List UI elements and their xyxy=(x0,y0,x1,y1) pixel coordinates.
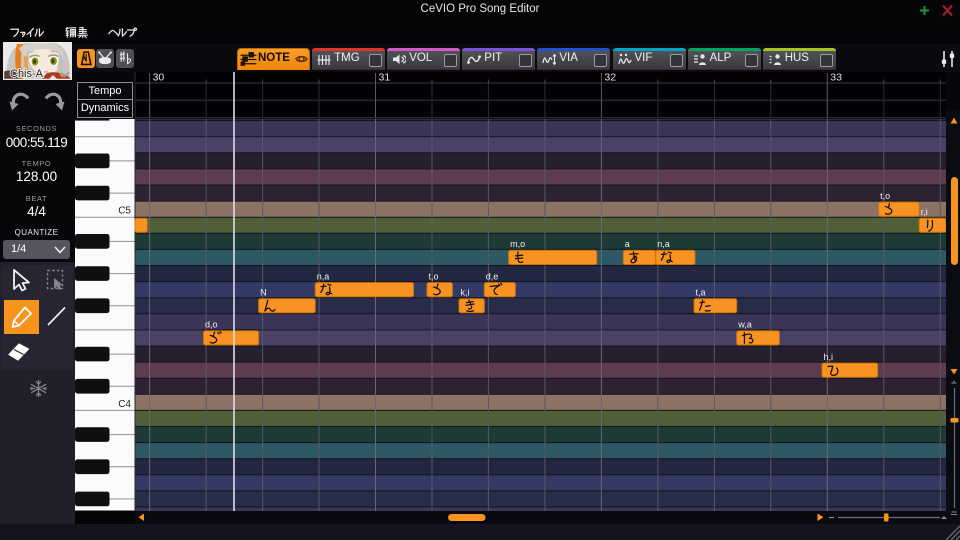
svg-text:31: 31 xyxy=(379,72,391,84)
svg-text:32: 32 xyxy=(604,72,616,84)
svg-text:Chis-A: Chis-A xyxy=(10,68,44,80)
svg-text:w,a: w,a xyxy=(737,320,752,330)
svg-text:t,o: t,o xyxy=(880,191,890,201)
svg-text:t,a: t,a xyxy=(696,288,706,298)
svg-text:N: N xyxy=(260,288,267,298)
svg-text:C4: C4 xyxy=(118,399,131,410)
svg-text:n,a: n,a xyxy=(317,271,330,281)
svg-text:C5: C5 xyxy=(118,206,131,217)
svg-text:h,i: h,i xyxy=(824,352,834,362)
svg-text:n,a: n,a xyxy=(657,239,670,249)
svg-text:33: 33 xyxy=(830,72,842,84)
svg-text:d,o: d,o xyxy=(205,320,218,330)
svg-text:t,o: t,o xyxy=(429,271,439,281)
svg-text:30: 30 xyxy=(153,72,165,84)
svg-text:k,i: k,i xyxy=(461,288,470,298)
svg-text:m,o: m,o xyxy=(510,239,525,249)
svg-text:d,e: d,e xyxy=(486,271,499,281)
svg-text:a: a xyxy=(625,239,630,249)
svg-text:r,i: r,i xyxy=(921,207,928,217)
